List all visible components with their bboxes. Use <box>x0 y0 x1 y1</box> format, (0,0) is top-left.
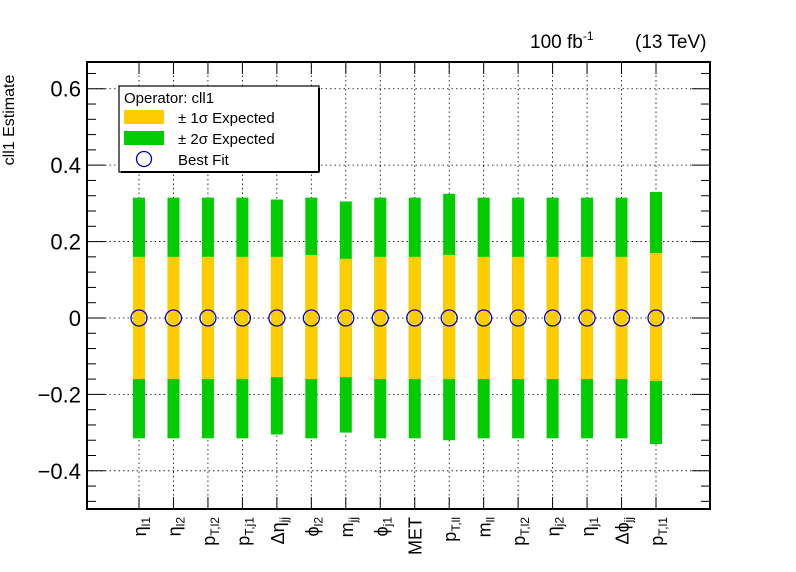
luminosity-value: 100 fb <box>530 32 583 53</box>
luminosity-label: 100 fb-1 <box>530 29 594 53</box>
legend-label-best-fit: Best Fit <box>178 152 230 169</box>
best-fit-marker <box>612 309 631 327</box>
best-fit-marker <box>440 309 458 327</box>
x-tick-label: ηl2 <box>164 517 187 537</box>
x-tick-label: MET <box>406 517 426 555</box>
best-fit-marker <box>406 309 424 327</box>
legend-label-1sigma: ± 1σ Expected <box>178 110 275 127</box>
best-fit-marker <box>337 309 355 327</box>
x-tick-label: ηj2 <box>544 517 567 537</box>
band-1sigma <box>615 256 628 380</box>
x-tick-label: Δϕjj <box>613 517 636 544</box>
header: 100 fb-1 (13 TeV) <box>530 29 706 53</box>
marker-layer <box>130 309 665 327</box>
band-1sigma <box>167 256 180 380</box>
band-1sigma <box>477 256 490 380</box>
best-fit-marker <box>130 309 148 327</box>
x-tick-label: mll <box>475 517 498 537</box>
band-1sigma <box>443 254 456 380</box>
x-tick-label: pT,l1 <box>647 517 670 546</box>
best-fit-marker <box>233 309 252 327</box>
x-tick-label: mjj <box>337 517 360 537</box>
band-1sigma <box>581 256 594 380</box>
legend-label-2sigma: ± 2σ Expected <box>178 131 275 148</box>
best-fit-marker <box>578 309 596 327</box>
band-1sigma <box>512 256 525 380</box>
band-1sigma <box>339 258 352 378</box>
band-1sigma <box>650 253 662 382</box>
best-fit-marker <box>371 309 389 327</box>
x-tick-label: ηl1 <box>130 517 153 537</box>
band-1sigma <box>374 256 387 380</box>
legend-swatch-1sigma <box>124 110 164 124</box>
y-tick-label: 0.6 <box>50 77 81 102</box>
band-1sigma <box>133 256 145 380</box>
legend: Operator: cll1 ± 1σ Expected ± 2σ Expect… <box>118 85 320 173</box>
x-tick-label: pT,l2 <box>509 517 532 546</box>
y-tick-label: 0 <box>69 306 81 331</box>
legend-swatch-2sigma <box>124 131 164 145</box>
x-tick-label: Δηjj <box>268 517 291 544</box>
x-tick-label: ηj1 <box>578 517 601 537</box>
xtick-label-layer: ηl1 ηl2 pT,l2 pT,j1 Δηjj ϕl2 mjj ϕj1 MET pT,ll mll… <box>130 517 670 555</box>
best-fit-marker <box>302 309 320 327</box>
legend-marker-best-fit <box>135 150 153 168</box>
band-1sigma <box>305 254 318 380</box>
y-tick-label: −0.4 <box>38 459 81 484</box>
band-1sigma <box>408 256 421 380</box>
best-fit-marker <box>647 309 665 327</box>
energy-label: (13 TeV) <box>635 32 706 53</box>
legend-title: Operator: cll1 <box>124 90 214 107</box>
best-fit-marker <box>268 309 286 327</box>
best-fit-marker <box>199 309 217 327</box>
band-layer <box>133 191 662 445</box>
x-tick-label: ϕj1 <box>371 517 394 537</box>
luminosity-exponent: -1 <box>583 29 594 43</box>
x-tick-label: pT,j1 <box>233 517 256 546</box>
y-tick-label: 0.2 <box>50 230 81 255</box>
x-tick-label: pT,ll <box>440 517 463 542</box>
ytick-label-layer: −0.4 −0.2 0 0.2 0.4 0.6 <box>38 77 81 484</box>
y-tick-label: 0.4 <box>50 153 81 178</box>
x-tick-label: ϕl2 <box>302 517 325 537</box>
x-tick-label: pT,l2 <box>199 517 222 546</box>
best-fit-marker <box>475 309 493 327</box>
band-1sigma <box>270 256 283 378</box>
y-axis-label: cll1 Estimate <box>1 75 18 166</box>
tick-layer <box>87 62 710 509</box>
band-1sigma <box>236 256 249 380</box>
band-1sigma <box>201 256 214 380</box>
y-tick-label: −0.2 <box>38 382 81 407</box>
plot-frame <box>86 61 711 510</box>
best-fit-marker <box>164 309 183 327</box>
best-fit-marker <box>543 309 562 327</box>
band-1sigma <box>546 256 559 380</box>
best-fit-marker <box>509 309 527 327</box>
